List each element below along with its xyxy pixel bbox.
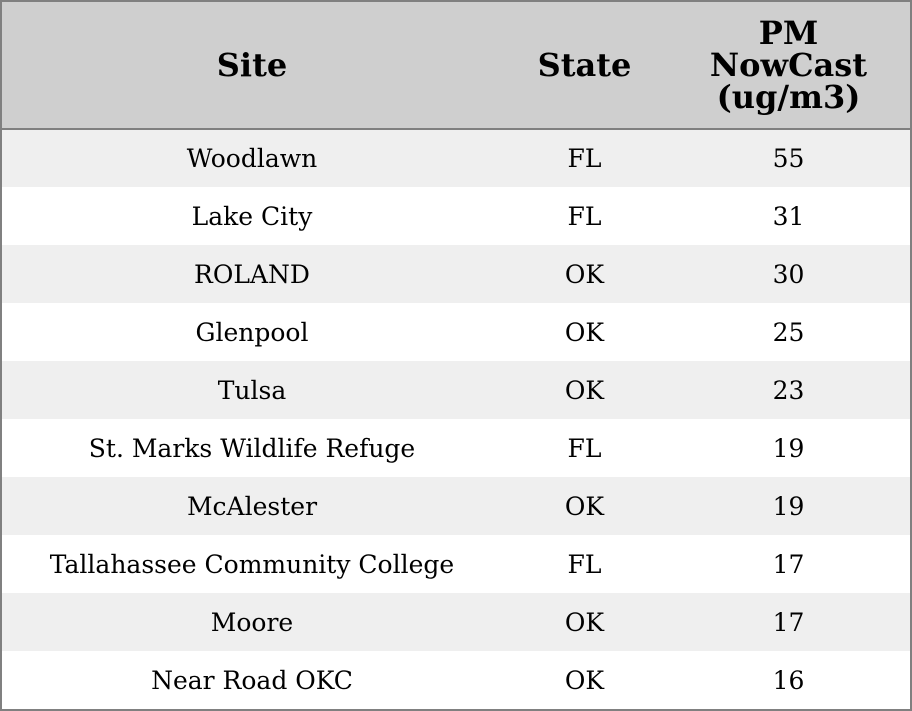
pm-value-cell: 17 (772, 607, 805, 637)
site-cell: St. Marks Wildlife Refuge (88, 433, 416, 463)
pm-value-cell: 31 (772, 201, 805, 231)
pm-value-cell: 30 (772, 259, 805, 289)
table-row: McAlester OK 19 (2, 477, 910, 535)
header-line: State (537, 46, 632, 84)
pm-value-cell: 17 (772, 549, 805, 579)
site-cell: ROLAND (194, 259, 310, 289)
site-cell: Tulsa (217, 375, 287, 405)
header-line: NowCast (709, 46, 868, 84)
site-cell: Woodlawn (186, 144, 318, 173)
header-row: Site State PM NowCast (ug/m3) (2, 2, 910, 130)
table-row: Lake City FL 31 (2, 187, 910, 245)
state-cell: FL (567, 549, 602, 579)
state-cell: OK (564, 607, 605, 637)
table-row: Near Road OKC OK 16 (2, 651, 910, 709)
table-body: Woodlawn FL 55 Lake City FL 31 ROLAND OK… (2, 129, 910, 709)
site-cell: Tallahassee Community College (49, 549, 455, 579)
header-line: Site (216, 46, 288, 84)
table-row: St. Marks Wildlife Refuge FL 19 (2, 419, 910, 477)
site-cell: Lake City (191, 201, 313, 231)
pm-value-cell: 19 (772, 491, 805, 521)
pm-value-cell: 23 (772, 375, 805, 405)
table-row: Woodlawn FL 55 (2, 129, 910, 187)
table-header: Site State PM NowCast (ug/m3) (2, 2, 910, 130)
site-cell: McAlester (186, 491, 318, 521)
column-header-site: Site (2, 2, 502, 130)
state-cell: OK (564, 665, 605, 695)
state-cell: OK (564, 375, 605, 405)
pm-value-cell: 25 (772, 317, 805, 347)
pm-value-cell: 16 (772, 665, 805, 695)
table-row: Moore OK 17 (2, 593, 910, 651)
table-row: Tulsa OK 23 (2, 361, 910, 419)
pm-value-cell: 19 (772, 433, 805, 463)
state-cell: FL (567, 433, 602, 463)
site-cell: Near Road OKC (151, 665, 353, 695)
table-row: ROLAND OK 30 (2, 245, 910, 303)
state-cell: OK (564, 317, 605, 347)
state-cell: OK (564, 259, 605, 289)
state-cell: FL (567, 144, 602, 173)
table-row: Glenpool OK 25 (2, 303, 910, 361)
site-cell: Moore (210, 607, 294, 637)
column-header-state: State (502, 2, 667, 130)
table-row: Tallahassee Community College FL 17 (2, 535, 910, 593)
pm-value-cell: 55 (772, 144, 805, 173)
site-cell: Glenpool (195, 317, 309, 347)
column-header-pm-nowcast: PM NowCast (ug/m3) (667, 2, 910, 130)
state-cell: OK (564, 491, 605, 521)
header-line: PM (758, 14, 819, 52)
header-line: (ug/m3) (716, 78, 861, 116)
state-cell: FL (567, 201, 602, 231)
